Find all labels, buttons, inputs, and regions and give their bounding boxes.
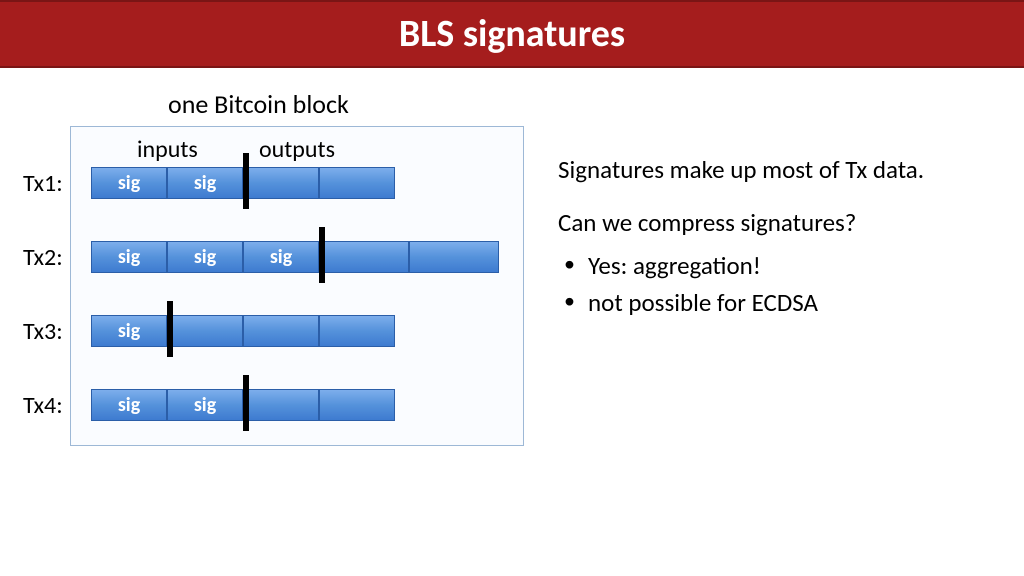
- sig-segment: sig: [167, 167, 243, 199]
- output-segment: [319, 389, 395, 421]
- tx-row-2: Tx2:sigsigsig: [81, 239, 513, 279]
- io-labels: inputs outputs: [81, 135, 513, 165]
- block-box: inputs outputs Tx1:sigsig Tx2:sigsigsig Tx…: [70, 126, 524, 446]
- io-divider: [319, 227, 325, 283]
- output-segment: [243, 389, 319, 421]
- tx-label: Tx1:: [23, 169, 63, 198]
- block-label: one Bitcoin block: [168, 88, 540, 120]
- content-area: one Bitcoin block inputs outputs Tx1:sig…: [0, 68, 1024, 446]
- tx-label: Tx4:: [23, 391, 63, 420]
- sig-segment: sig: [91, 241, 167, 273]
- sig-segment: sig: [91, 315, 167, 347]
- tx-bar: sig: [91, 315, 395, 347]
- bullet-1: Yes: aggregation!: [564, 247, 994, 285]
- output-segment: [319, 241, 409, 273]
- output-segment: [167, 315, 243, 347]
- output-segment: [243, 167, 319, 199]
- tx-label: Tx3:: [23, 317, 63, 346]
- tx-row-3: Tx3:sig: [81, 313, 513, 353]
- inputs-label: inputs: [137, 135, 198, 164]
- slide-title: BLS signatures: [399, 11, 625, 57]
- slide-title-bar: BLS signatures: [0, 0, 1024, 68]
- bullet-2: not possible for ECDSA: [564, 284, 994, 322]
- output-segment: [243, 315, 319, 347]
- output-segment: [319, 167, 395, 199]
- output-segment: [409, 241, 499, 273]
- text-panel: Signatures make up most of Tx data. Can …: [540, 88, 1024, 446]
- sig-segment: sig: [91, 389, 167, 421]
- sig-segment: sig: [91, 167, 167, 199]
- io-divider: [167, 301, 173, 357]
- paragraph-1: Signatures make up most of Tx data.: [558, 154, 994, 185]
- bullet-list: Yes: aggregation! not possible for ECDSA: [558, 247, 994, 322]
- tx-row-4: Tx4:sigsig: [81, 387, 513, 427]
- sig-segment: sig: [167, 389, 243, 421]
- io-divider: [243, 375, 249, 431]
- sig-segment: sig: [243, 241, 319, 273]
- diagram-panel: one Bitcoin block inputs outputs Tx1:sig…: [0, 88, 540, 446]
- tx-bar: sigsigsig: [91, 241, 499, 273]
- output-segment: [319, 315, 395, 347]
- sig-segment: sig: [167, 241, 243, 273]
- tx-label: Tx2:: [23, 243, 63, 272]
- tx-row-1: Tx1:sigsig: [81, 165, 513, 205]
- outputs-label: outputs: [259, 135, 335, 164]
- io-divider: [243, 153, 249, 209]
- paragraph-2: Can we compress signatures?: [558, 207, 994, 238]
